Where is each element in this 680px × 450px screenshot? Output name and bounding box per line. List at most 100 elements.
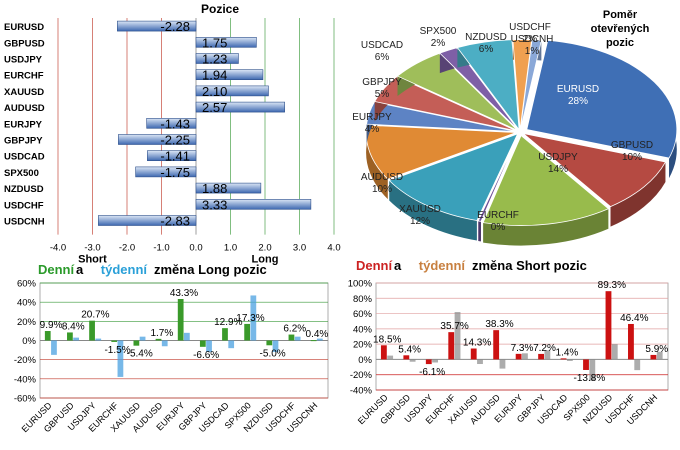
- y-tick-label: -60%: [14, 394, 37, 405]
- pie-title-line1: Poměr: [603, 9, 638, 21]
- data-label: 1.94: [202, 68, 227, 83]
- bar: [628, 323, 634, 360]
- pie-slice-side: [610, 162, 666, 227]
- data-label: -2.28: [160, 19, 190, 34]
- data-label: 0.4%: [306, 329, 329, 340]
- bar: [184, 332, 190, 341]
- data-label: -1.5%: [104, 345, 130, 356]
- y-tick-label: 20%: [17, 317, 37, 328]
- pie-value: 0%: [491, 222, 506, 233]
- data-label: -13.8%: [574, 373, 606, 384]
- data-label: -1.41: [160, 149, 190, 164]
- bar: [316, 338, 323, 341]
- data-label: 1.23: [202, 52, 227, 67]
- bar: [566, 359, 573, 361]
- bar: [294, 336, 301, 341]
- pie-value: 6%: [375, 52, 390, 63]
- category-label: USDCHF: [4, 200, 44, 211]
- bar: [98, 215, 197, 226]
- y-tick-label: 20%: [353, 340, 373, 351]
- bar: [117, 20, 197, 32]
- bar: [387, 355, 394, 360]
- bar: [51, 340, 57, 355]
- bar: [44, 331, 51, 341]
- bar: [195, 36, 257, 48]
- pie-title-line2: otevřených: [591, 23, 650, 35]
- bar: [538, 353, 545, 360]
- category-label: EURJPY: [4, 119, 43, 130]
- bar: [111, 340, 118, 342]
- y-tick-label: 40%: [353, 324, 373, 335]
- data-label: 9.9%: [40, 320, 63, 331]
- bar: [425, 359, 432, 365]
- category-label: USDJPY: [4, 55, 43, 66]
- y-tick-label: 80%: [353, 294, 373, 305]
- pie-label: XAUUSD: [399, 204, 441, 215]
- data-label: 5.4%: [398, 344, 421, 355]
- data-label: 1.7%: [150, 328, 173, 339]
- pie-value: 4%: [365, 124, 380, 135]
- pie-slice: [365, 124, 517, 180]
- bar: [288, 334, 295, 341]
- bar: [589, 359, 596, 381]
- bar: [522, 353, 528, 360]
- bar: [195, 101, 285, 113]
- bar: [199, 340, 206, 347]
- pie-value: 10%: [622, 152, 642, 163]
- annotation-short: Short: [78, 254, 107, 266]
- category-label: SPX500: [4, 168, 39, 179]
- pie-value: 5%: [375, 89, 390, 100]
- y-tick-label: 100%: [348, 279, 373, 290]
- data-label: 7.3%: [511, 343, 534, 354]
- bar: [403, 355, 410, 360]
- y-tick-label: 0%: [22, 336, 36, 347]
- pie-slice: [439, 47, 519, 131]
- data-label: 3.33: [202, 197, 227, 212]
- data-label: -2.25: [160, 133, 190, 148]
- bar: [147, 150, 197, 161]
- data-label: 12.9%: [214, 317, 242, 328]
- bar: [583, 359, 589, 370]
- pie-slice-side: [389, 180, 477, 241]
- bar: [222, 328, 228, 341]
- bar: [544, 350, 551, 360]
- pie-label: USDCHF: [509, 22, 551, 33]
- pie-slice: [374, 76, 517, 132]
- y-tick-label: 60%: [17, 279, 37, 290]
- chart-title-part: týdenní: [101, 262, 148, 277]
- category-label: GBPUSD: [4, 38, 45, 49]
- bar: [117, 340, 124, 377]
- bar: [634, 359, 641, 371]
- bar: [266, 340, 273, 346]
- pie-slice: [456, 39, 520, 132]
- bar: [228, 340, 235, 349]
- pie-value: 1%: [525, 46, 540, 57]
- pie-label: EURUSD: [557, 84, 599, 95]
- bar: [177, 299, 184, 341]
- data-label: 38.3%: [485, 319, 513, 330]
- pie-slice: [388, 133, 519, 221]
- pie-label: USDCAD: [361, 40, 403, 51]
- chart-title-part: týdenní: [419, 258, 466, 273]
- data-label: 89.3%: [598, 280, 626, 291]
- bar: [118, 134, 197, 145]
- bar: [206, 340, 212, 352]
- bar: [139, 336, 146, 341]
- y-tick-label: -40%: [14, 374, 37, 385]
- bar: [195, 53, 239, 64]
- bar: [499, 359, 506, 369]
- category-label: EURCHF: [4, 71, 44, 82]
- category-label: USDCAD: [4, 152, 45, 163]
- bar: [448, 332, 455, 360]
- tick-label: 0.0: [189, 243, 202, 254]
- y-tick-label: -40%: [350, 386, 373, 397]
- pie-slice-side: [366, 125, 388, 200]
- pie-value: 14%: [548, 164, 568, 175]
- data-label: -1.43: [160, 116, 190, 131]
- bar: [195, 85, 269, 97]
- bar: [146, 118, 197, 129]
- data-label: 43.3%: [170, 288, 198, 299]
- bar: [650, 354, 657, 360]
- pie-label: GBPJPY: [362, 77, 402, 88]
- tick-label: 4.0: [327, 243, 340, 254]
